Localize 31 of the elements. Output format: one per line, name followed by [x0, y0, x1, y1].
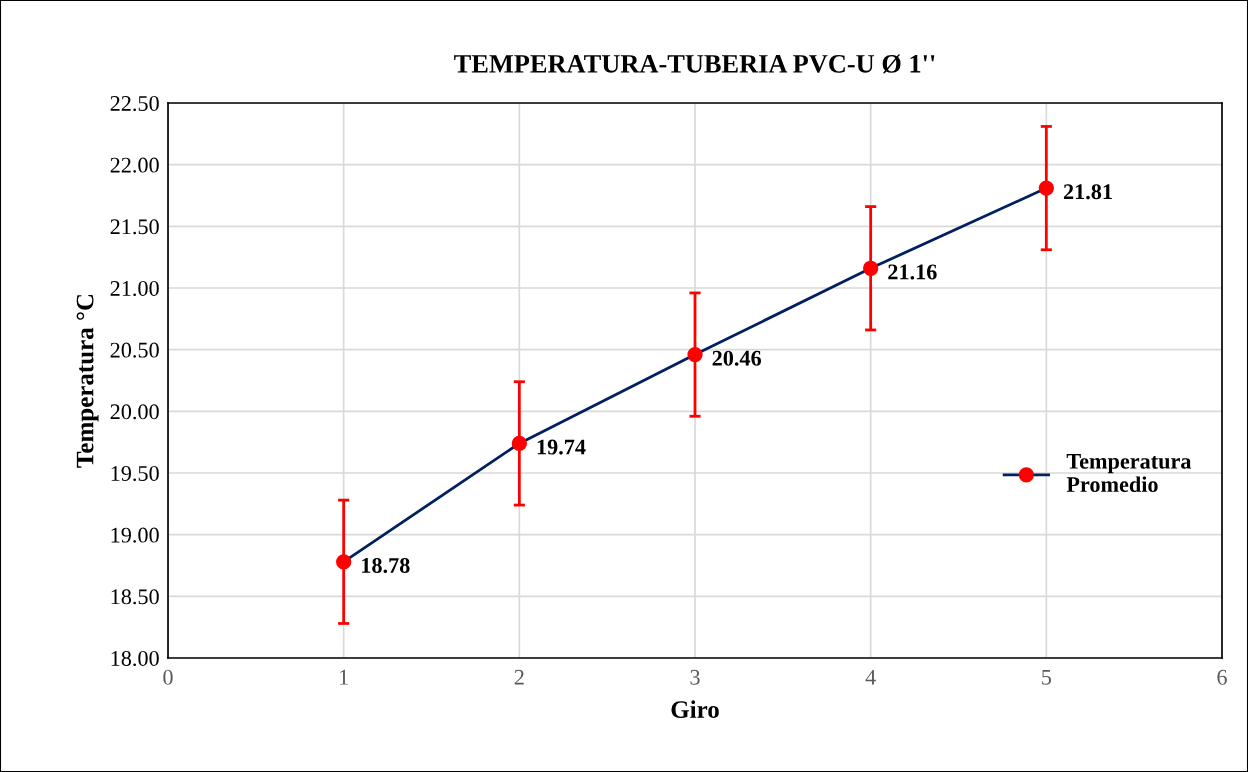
legend-label: Temperatura Promedio [1066, 454, 1192, 493]
data-label: 18.78 [362, 557, 410, 574]
data-label: 21.16 [888, 264, 937, 280]
x-tick-label: 0 [163, 669, 173, 685]
x-tick-label: 5 [1042, 669, 1052, 685]
y-tick-label: 18.00 [111, 650, 159, 667]
x-tick-label: 4 [865, 669, 876, 685]
y-tick-label: 21.50 [110, 219, 159, 235]
data-label: 20.46 [712, 350, 762, 366]
x-axis-title: Giro [671, 700, 719, 718]
x-tick-label: 6 [1217, 669, 1227, 685]
y-axis-title: Temperatura °C [76, 294, 99, 468]
y-tick-label: 18.50 [111, 589, 159, 605]
point [1038, 180, 1054, 196]
point [511, 435, 527, 452]
y-tick-label: 22.00 [110, 157, 159, 173]
point [687, 346, 703, 363]
x-tick-label: 3 [690, 669, 700, 685]
y-tick-label: 22.50 [110, 95, 159, 112]
y-tick-label: 21.00 [110, 280, 159, 297]
point [863, 260, 879, 276]
y-tick-label: 20.50 [110, 342, 159, 358]
data-label: 19.74 [537, 439, 586, 455]
point [336, 554, 352, 570]
chart-title: TEMPERATURA-TUBERIA PVC-U Ø 1'' [454, 54, 935, 74]
data-label: 21.81 [1063, 184, 1112, 200]
x-tick-label: 1 [340, 669, 348, 685]
y-tick-label: 20.00 [110, 404, 159, 420]
y-tick-label: 19.50 [111, 465, 159, 482]
x-tick-label: 2 [514, 669, 524, 685]
y-tick-label: 19.00 [111, 527, 159, 543]
